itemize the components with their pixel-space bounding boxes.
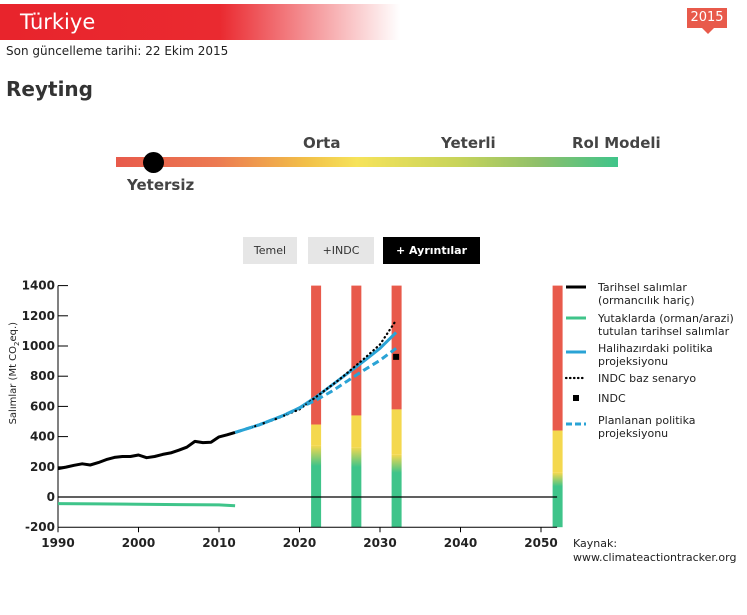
legend-label-indc: INDC: [598, 392, 626, 405]
rating-current-label: Yetersiz: [127, 176, 195, 194]
scale-label-role-model: Rol Modeli: [572, 134, 661, 152]
source-url[interactable]: www.climateactiontracker.org: [573, 551, 737, 564]
rating-column-yellow: [391, 409, 402, 455]
rating-column-yellow: [351, 415, 362, 448]
rating-column-yellow: [552, 430, 563, 473]
legend-label-planned-policy: Planlanan politika projeksiyonu: [598, 414, 696, 440]
rating-column-green: [391, 454, 402, 528]
source-note: Kaynak: www.climateactiontracker.org: [573, 537, 736, 565]
last-updated-text: Son güncelleme tarihi: 22 Ekim 2015: [6, 44, 229, 58]
y-tick-label: 200: [30, 460, 55, 474]
y-axis-title-text: Salımlar (Mt CO: [8, 346, 19, 425]
y-tick-label: 800: [30, 369, 55, 383]
tab-indc[interactable]: +INDC: [308, 237, 374, 264]
rating-column-yellow: [311, 424, 322, 446]
rating-column-2032: [391, 285, 402, 528]
y-tick-label: 1200: [22, 309, 55, 323]
series-line-sinks: [57, 502, 236, 508]
year-badge[interactable]: 2015: [687, 8, 727, 34]
rating-scale-bar: [116, 157, 618, 167]
x-tick-label: 2020: [283, 536, 316, 550]
y-tick-label: 600: [30, 399, 55, 413]
rating-column-2027: [351, 285, 362, 528]
rating-column-green: [552, 472, 563, 528]
rating-column-red: [311, 285, 322, 425]
y-axis-title: Salımlar (Mt CO2eq.): [8, 322, 21, 425]
x-tick-label: 1990: [41, 536, 74, 550]
legend-label-sinks: Yutaklarda (orman/arazi) tutulan tarihse…: [598, 312, 734, 338]
rating-column-red: [552, 285, 563, 431]
y-axis-title-subscript: 2: [13, 342, 21, 346]
rating-heading: Reyting: [6, 77, 93, 101]
y-tick-label: 1400: [22, 279, 55, 293]
country-title-bar: Türkiye: [0, 4, 400, 40]
y-tick-label: 400: [30, 430, 55, 444]
scale-label-sufficient: Yeterli: [441, 134, 496, 152]
tab-basic[interactable]: Temel: [243, 237, 297, 264]
x-tick-label: 2040: [444, 536, 477, 550]
rating-column-green: [311, 445, 322, 528]
series-line-historical: [57, 430, 236, 471]
legend-label-current-policy: Halihazırdaki politika projeksiyonu: [598, 342, 713, 368]
series-line-planned_policy: [234, 347, 397, 434]
rating-column-red: [351, 285, 362, 416]
legend-swatch-indc: [573, 395, 579, 401]
y-tick-label: -200: [25, 520, 55, 534]
rating-column-2022: [311, 285, 322, 528]
tab-details[interactable]: + Ayrıntılar: [383, 237, 480, 264]
country-title: Türkiye: [20, 10, 96, 34]
rating-marker: [143, 152, 164, 173]
x-tick-label: 2010: [202, 536, 235, 550]
rating-column-2052: [552, 285, 563, 528]
x-tick-label: 2030: [363, 536, 396, 550]
y-tick-label: 1000: [22, 339, 55, 353]
rating-column-red: [391, 285, 402, 410]
x-tick-label: 2000: [122, 536, 155, 550]
y-axis-title-suffix: eq.): [8, 322, 19, 342]
legend-label-historical: Tarihsel salımlar (ormancılık hariç): [598, 281, 695, 307]
rating-column-green: [351, 447, 362, 528]
scale-label-medium: Orta: [303, 134, 341, 152]
x-tick-label: 2050: [524, 536, 557, 550]
source-label: Kaynak:: [573, 537, 618, 550]
series-line-indc_baseline: [250, 319, 398, 429]
indc-point: [393, 353, 400, 360]
legend-label-indc-baseline: INDC baz senaryo: [598, 372, 697, 385]
y-tick-label: 0: [47, 490, 55, 504]
